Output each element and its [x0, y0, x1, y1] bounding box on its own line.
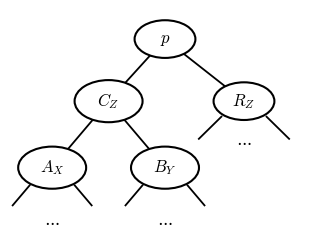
Text: $C_Z$: $C_Z$	[97, 91, 120, 111]
Text: $\cdots$: $\cdots$	[44, 212, 60, 230]
Ellipse shape	[131, 147, 199, 189]
Text: $\cdots$: $\cdots$	[236, 132, 252, 150]
Text: $A_X$: $A_X$	[40, 158, 64, 177]
Ellipse shape	[18, 147, 86, 189]
Text: $B_Y$: $B_Y$	[153, 158, 177, 177]
Ellipse shape	[214, 82, 275, 120]
Text: $R_Z$: $R_Z$	[232, 92, 255, 111]
Text: $\cdots$: $\cdots$	[157, 212, 173, 230]
Ellipse shape	[75, 80, 143, 122]
Text: $p$: $p$	[160, 30, 170, 48]
Ellipse shape	[135, 20, 195, 58]
